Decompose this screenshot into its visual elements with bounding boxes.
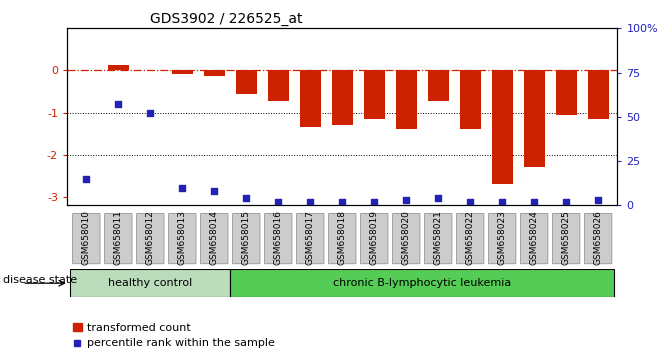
Text: GSM658023: GSM658023 xyxy=(498,210,507,265)
Text: GSM658013: GSM658013 xyxy=(178,210,187,265)
Bar xyxy=(588,70,609,119)
Text: GSM658011: GSM658011 xyxy=(114,210,123,265)
Point xyxy=(241,195,252,201)
Bar xyxy=(172,70,193,74)
Bar xyxy=(70,269,230,297)
Point xyxy=(529,199,539,205)
Bar xyxy=(236,70,256,94)
Text: GSM658017: GSM658017 xyxy=(306,210,315,265)
Point xyxy=(433,195,444,201)
Bar xyxy=(396,70,417,129)
FancyBboxPatch shape xyxy=(136,213,164,264)
Text: chronic B-lymphocytic leukemia: chronic B-lymphocytic leukemia xyxy=(333,278,511,288)
Text: GSM658016: GSM658016 xyxy=(274,210,282,265)
Text: GSM658014: GSM658014 xyxy=(210,210,219,265)
Bar xyxy=(332,70,352,125)
Bar xyxy=(364,70,384,119)
FancyBboxPatch shape xyxy=(521,213,548,264)
Text: GSM658022: GSM658022 xyxy=(466,210,474,264)
FancyBboxPatch shape xyxy=(168,213,196,264)
Point xyxy=(401,197,411,203)
FancyBboxPatch shape xyxy=(232,213,260,264)
FancyBboxPatch shape xyxy=(456,213,484,264)
Text: GSM658020: GSM658020 xyxy=(402,210,411,265)
Point xyxy=(273,199,284,205)
Bar xyxy=(300,70,321,127)
FancyBboxPatch shape xyxy=(328,213,356,264)
Point xyxy=(113,102,123,107)
Point xyxy=(465,199,476,205)
Bar xyxy=(108,65,129,70)
Bar xyxy=(428,70,449,101)
Point xyxy=(145,110,156,116)
FancyBboxPatch shape xyxy=(393,213,420,264)
Text: GSM658019: GSM658019 xyxy=(370,210,378,265)
Text: GSM658025: GSM658025 xyxy=(562,210,570,265)
Text: GSM658026: GSM658026 xyxy=(594,210,603,265)
Text: GSM658018: GSM658018 xyxy=(338,210,347,265)
FancyBboxPatch shape xyxy=(425,213,452,264)
Point xyxy=(369,199,380,205)
FancyBboxPatch shape xyxy=(201,213,228,264)
FancyBboxPatch shape xyxy=(72,213,100,264)
FancyBboxPatch shape xyxy=(360,213,388,264)
Point xyxy=(209,188,219,194)
Legend: transformed count, percentile rank within the sample: transformed count, percentile rank withi… xyxy=(72,323,275,348)
Text: GDS3902 / 226525_at: GDS3902 / 226525_at xyxy=(150,12,302,26)
Bar xyxy=(492,70,513,184)
Point xyxy=(305,199,315,205)
Text: GSM658015: GSM658015 xyxy=(242,210,251,265)
Point xyxy=(337,199,348,205)
Bar xyxy=(268,70,289,101)
Bar xyxy=(204,70,225,75)
FancyBboxPatch shape xyxy=(264,213,292,264)
Bar xyxy=(230,269,614,297)
Text: GSM658024: GSM658024 xyxy=(529,210,539,264)
FancyBboxPatch shape xyxy=(552,213,580,264)
Bar xyxy=(524,70,545,167)
Text: disease state: disease state xyxy=(3,275,77,285)
Point xyxy=(497,199,507,205)
FancyBboxPatch shape xyxy=(105,213,132,264)
Point xyxy=(177,185,188,190)
Text: healthy control: healthy control xyxy=(108,278,193,288)
FancyBboxPatch shape xyxy=(584,213,612,264)
Point xyxy=(561,199,572,205)
FancyBboxPatch shape xyxy=(488,213,516,264)
Text: GSM658021: GSM658021 xyxy=(433,210,443,265)
Bar xyxy=(556,70,576,115)
Point xyxy=(592,197,603,203)
Bar xyxy=(460,70,480,130)
Text: GSM658010: GSM658010 xyxy=(82,210,91,265)
FancyBboxPatch shape xyxy=(297,213,324,264)
Point xyxy=(81,176,92,182)
Text: GSM658012: GSM658012 xyxy=(146,210,155,265)
